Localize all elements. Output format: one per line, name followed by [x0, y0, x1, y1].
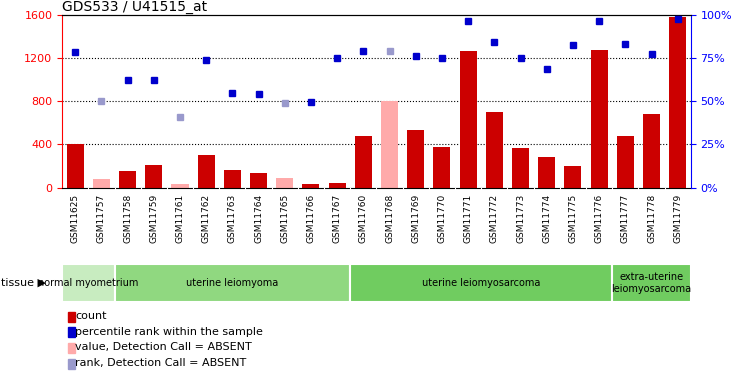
Bar	[276, 178, 293, 188]
Bar	[329, 183, 346, 188]
Bar	[69, 327, 75, 337]
Text: uterine leiomyosarcoma: uterine leiomyosarcoma	[422, 278, 540, 288]
Text: count: count	[75, 311, 107, 321]
Bar	[172, 184, 189, 188]
Bar	[591, 50, 607, 188]
Text: GSM11757: GSM11757	[97, 194, 106, 243]
Text: GSM11773: GSM11773	[516, 194, 525, 243]
Text: GSM11778: GSM11778	[647, 194, 656, 243]
Text: normal myometrium: normal myometrium	[38, 278, 138, 288]
Bar	[115, 264, 350, 302]
Text: GSM11759: GSM11759	[149, 194, 159, 243]
Bar	[197, 155, 215, 188]
Text: percentile rank within the sample: percentile rank within the sample	[75, 327, 263, 336]
Bar	[407, 130, 424, 188]
Bar	[643, 114, 660, 188]
Text: GSM11758: GSM11758	[123, 194, 132, 243]
Text: GSM11625: GSM11625	[71, 194, 80, 243]
Text: GSM11764: GSM11764	[254, 194, 263, 243]
Bar	[512, 148, 529, 188]
Text: GDS533 / U41515_at: GDS533 / U41515_at	[62, 0, 208, 14]
Bar	[433, 147, 450, 188]
Text: tissue ▶: tissue ▶	[1, 278, 47, 288]
Text: GSM11777: GSM11777	[621, 194, 630, 243]
Bar	[486, 112, 503, 188]
Text: GSM11760: GSM11760	[359, 194, 368, 243]
Text: GSM11770: GSM11770	[437, 194, 447, 243]
Text: GSM11766: GSM11766	[306, 194, 316, 243]
Bar	[119, 171, 136, 188]
Bar	[612, 264, 691, 302]
Text: rank, Detection Call = ABSENT: rank, Detection Call = ABSENT	[75, 358, 247, 368]
Bar	[355, 136, 372, 188]
Text: GSM11763: GSM11763	[228, 194, 237, 243]
Text: GSM11767: GSM11767	[333, 194, 341, 243]
Text: value, Detection Call = ABSENT: value, Detection Call = ABSENT	[75, 342, 252, 352]
Bar	[303, 184, 319, 188]
Bar	[460, 51, 477, 188]
Bar	[93, 179, 110, 188]
Text: GSM11768: GSM11768	[385, 194, 394, 243]
Bar	[67, 144, 84, 188]
Text: extra-uterine
leiomyosarcoma: extra-uterine leiomyosarcoma	[611, 272, 692, 294]
Text: GSM11776: GSM11776	[594, 194, 604, 243]
Text: GSM11775: GSM11775	[569, 194, 577, 243]
Bar	[224, 170, 241, 188]
Text: GSM11772: GSM11772	[490, 194, 499, 243]
Bar	[69, 358, 75, 369]
Bar	[69, 343, 75, 353]
Text: GSM11769: GSM11769	[412, 194, 420, 243]
Bar	[350, 264, 612, 302]
Bar	[62, 264, 115, 302]
Text: GSM11765: GSM11765	[280, 194, 289, 243]
Text: GSM11774: GSM11774	[542, 194, 551, 243]
Bar	[564, 166, 581, 188]
Text: GSM11761: GSM11761	[175, 194, 184, 243]
Text: GSM11771: GSM11771	[463, 194, 473, 243]
Bar	[669, 17, 686, 188]
Bar	[538, 158, 556, 188]
Bar	[250, 174, 267, 188]
Text: GSM11762: GSM11762	[202, 194, 211, 243]
Text: GSM11779: GSM11779	[673, 194, 682, 243]
Text: uterine leiomyoma: uterine leiomyoma	[186, 278, 279, 288]
Bar	[145, 165, 162, 188]
Bar	[69, 312, 75, 322]
Bar	[617, 136, 634, 188]
Bar	[381, 101, 398, 188]
